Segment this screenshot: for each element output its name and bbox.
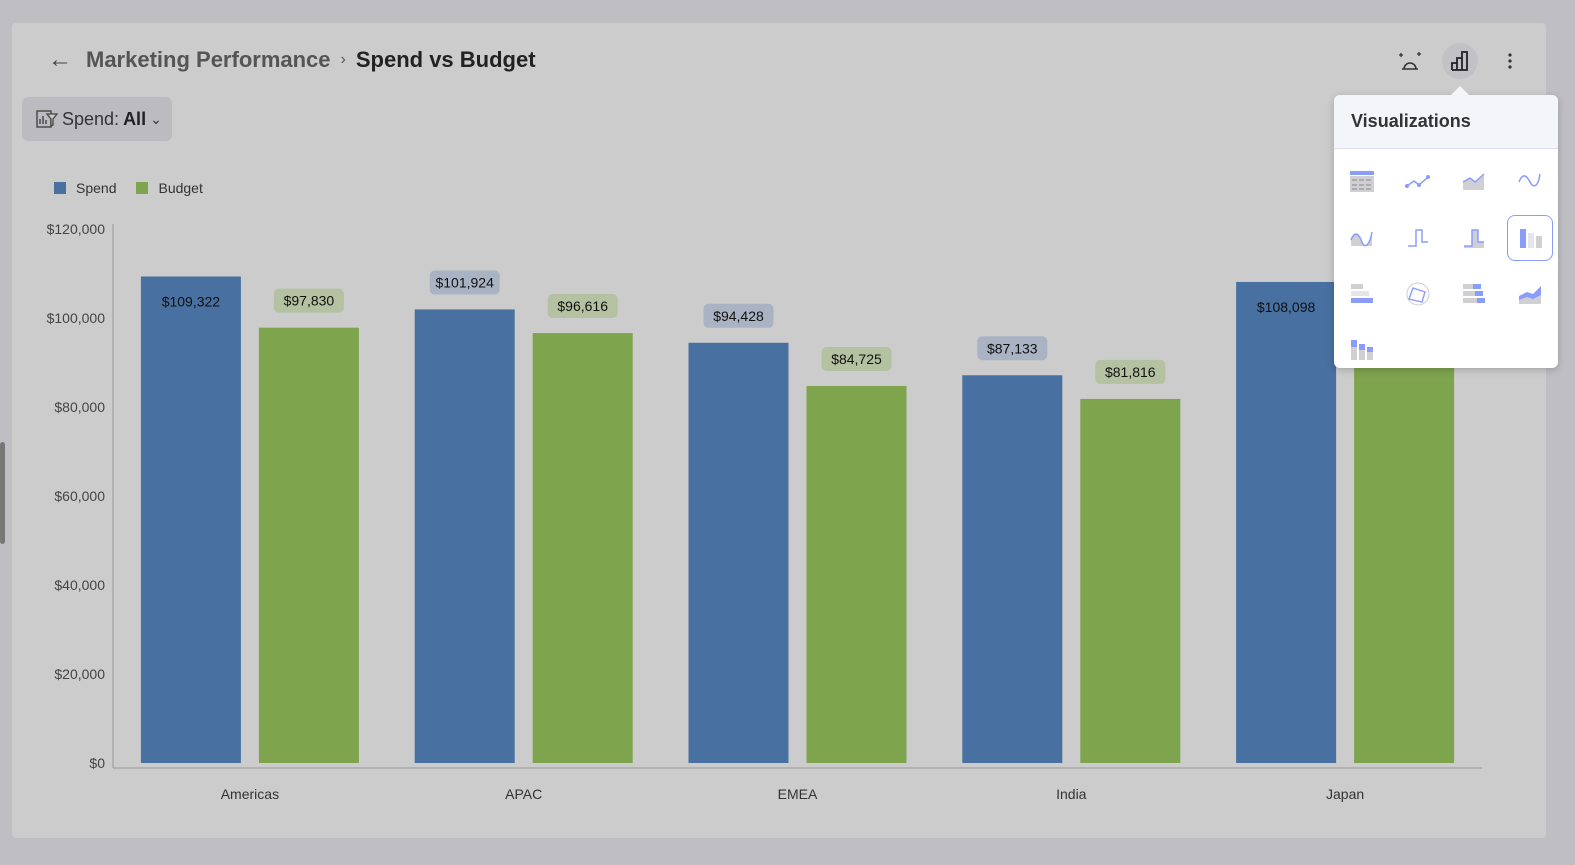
data-label-bg: [821, 346, 892, 371]
bar-budget[interactable]: [1080, 398, 1181, 763]
data-label-bg: [703, 303, 774, 328]
legend: Spend Budget: [54, 180, 203, 196]
bar-spend[interactable]: [140, 276, 241, 763]
data-label-bg: [273, 288, 344, 313]
data-label-bg: [429, 270, 500, 295]
data-label: $84,725: [831, 351, 882, 367]
data-label-bg: [547, 294, 618, 319]
viz-option-grid[interactable]: [1339, 159, 1385, 205]
step-line-chart-icon: [1408, 229, 1428, 247]
popover-title: Visualizations: [1334, 95, 1558, 149]
data-label: $97,830: [284, 293, 335, 309]
bar-spend[interactable]: [962, 375, 1063, 763]
data-label: $96,616: [557, 298, 608, 314]
scrollbar[interactable]: [0, 442, 5, 544]
y-tick-label: $60,000: [54, 488, 105, 504]
legend-item-spend[interactable]: Spend: [54, 180, 116, 196]
page-title: Spend vs Budget: [355, 47, 536, 72]
bar-budget[interactable]: [806, 385, 907, 763]
viz-option-spline[interactable]: [1507, 159, 1553, 205]
bar-budget[interactable]: [258, 327, 359, 763]
viz-option-area[interactable]: [1451, 159, 1497, 205]
viz-option-line[interactable]: [1395, 159, 1441, 205]
step-area-chart-icon: [1464, 229, 1484, 248]
legend-item-budget[interactable]: Budget: [136, 180, 203, 196]
x-tick-label: APAC: [505, 786, 542, 802]
viz-option-radar[interactable]: [1395, 271, 1441, 317]
data-label-bg: [977, 336, 1048, 361]
viz-option-stacked-column[interactable]: [1339, 327, 1385, 373]
y-tick-label: $20,000: [54, 666, 105, 682]
y-tick-label: $120,000: [47, 221, 106, 237]
legend-label: Spend: [76, 180, 117, 196]
spline-area-chart-icon: [1350, 231, 1373, 247]
data-label: $108,098: [1257, 299, 1316, 315]
x-tick-label: India: [1056, 786, 1087, 802]
legend-swatch: [136, 182, 149, 194]
viz-option-bar[interactable]: [1339, 271, 1385, 317]
line-chart-icon: [1405, 175, 1430, 188]
more-vertical-icon[interactable]: [1492, 43, 1528, 79]
viz-option-stacked-area[interactable]: [1507, 271, 1553, 317]
y-tick-label: $100,000: [47, 310, 106, 326]
spline-chart-icon: [1518, 173, 1541, 187]
data-label: $109,322: [162, 294, 221, 310]
column-chart-icon: [1520, 229, 1542, 248]
stacked-bar-chart-icon: [1463, 284, 1485, 303]
radar-chart-icon: [1406, 282, 1430, 306]
data-label: $94,428: [713, 308, 764, 324]
stacked-column-chart-icon: [1351, 340, 1373, 360]
viz-option-spline-area[interactable]: [1339, 215, 1385, 261]
y-tick-label: $40,000: [54, 577, 105, 593]
bar-chart-icon: [1351, 284, 1373, 303]
x-tick-label: EMEA: [778, 786, 818, 802]
breadcrumb-parent[interactable]: Marketing Performance: [86, 47, 331, 72]
stacked-area-chart-icon: [1519, 286, 1541, 304]
legend-label: Budget: [158, 180, 203, 196]
bar-spend[interactable]: [414, 309, 515, 763]
breadcrumb-separator: ›: [340, 51, 346, 68]
bar-budget[interactable]: [532, 333, 633, 763]
chevron-down-icon: ⌄: [150, 110, 162, 127]
legend-swatch: [54, 182, 66, 194]
visualizations-popover: Visualizations: [1334, 86, 1558, 368]
viz-option-stacked-bar[interactable]: [1451, 271, 1497, 317]
data-label: $101,924: [435, 274, 494, 290]
ai-sparkle-icon[interactable]: [1392, 43, 1428, 79]
y-tick-label: $0: [89, 755, 105, 771]
x-tick-label: Americas: [221, 786, 279, 802]
filter-label: Spend:: [62, 108, 120, 129]
data-label-bg: [1095, 359, 1166, 384]
bar-spend[interactable]: [1236, 281, 1337, 763]
filter-chart-icon: [36, 110, 58, 128]
data-label: $81,816: [1105, 364, 1156, 380]
data-label: $87,133: [987, 340, 1038, 356]
bar-chart-icon[interactable]: [1442, 43, 1478, 79]
filter-value: All: [123, 108, 147, 129]
bar-spend[interactable]: [688, 342, 789, 763]
viz-option-column[interactable]: [1507, 215, 1553, 261]
spend-filter-button[interactable]: Spend: All ⌄: [22, 97, 172, 141]
x-tick-label: Japan: [1326, 786, 1364, 802]
viz-option-step-area[interactable]: [1451, 215, 1497, 261]
grid-chart-icon: [1350, 171, 1374, 192]
viz-option-step-line[interactable]: [1395, 215, 1441, 261]
breadcrumb: ← Marketing Performance › Spend vs Budge…: [48, 45, 536, 75]
y-tick-label: $80,000: [54, 399, 105, 415]
area-chart-icon: [1462, 173, 1485, 190]
arrow-left-icon[interactable]: ←: [48, 46, 72, 73]
